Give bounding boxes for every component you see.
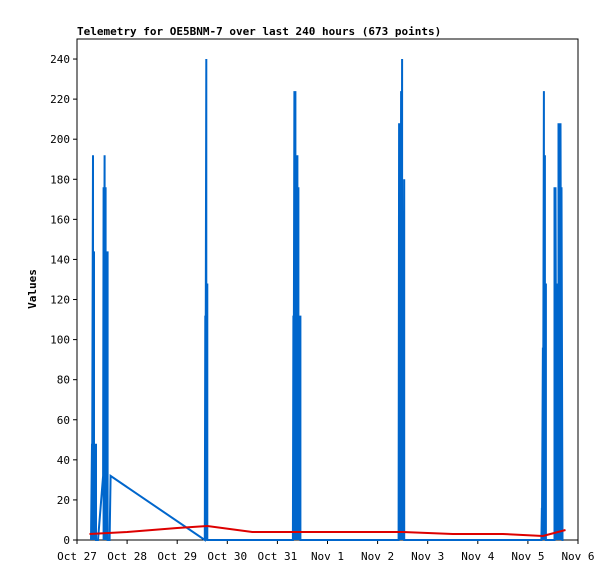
plot-area — [76, 38, 579, 541]
x-tick-label: Nov 2 — [361, 550, 394, 563]
y-tick-label: 200 — [50, 133, 70, 146]
x-tick-label: Oct 29 — [157, 550, 197, 563]
y-tick-label: 40 — [57, 454, 70, 467]
y-tick-label: 60 — [57, 414, 70, 427]
x-tick-label: Oct 28 — [107, 550, 147, 563]
x-tick-label: Nov 6 — [561, 550, 594, 563]
y-tick-label: 140 — [50, 253, 70, 266]
y-tick-label: 120 — [50, 294, 70, 307]
x-axis: Oct 27 Oct 28 Oct 29 Oct 30 Oct 31 Nov 1 Nov 2… — [57, 540, 595, 563]
y-axis: 0 20 40 60 80 100 120 140 160 180 200 220 240 — [50, 53, 77, 547]
chart-title: Telemetry for OE5BNM-7 over last 240 hou… — [77, 25, 441, 38]
y-tick-label: 220 — [50, 93, 70, 106]
x-tick-label: Oct 27 — [57, 550, 97, 563]
x-tick-label: Nov 5 — [511, 550, 544, 563]
series-line-1 — [89, 524, 566, 538]
x-tick-label: Nov 4 — [461, 550, 494, 563]
y-tick-label: 100 — [50, 334, 70, 347]
y-tick-label: 0 — [63, 534, 70, 547]
y-tick-label: 20 — [57, 494, 70, 507]
y-tick-label: 160 — [50, 213, 70, 226]
x-tick-label: Oct 30 — [207, 550, 247, 563]
series-line-0 — [90, 58, 564, 542]
x-tick-label: Nov 1 — [311, 550, 344, 563]
series-layer — [89, 58, 566, 542]
x-tick-label: Oct 31 — [258, 550, 298, 563]
y-tick-label: 80 — [57, 374, 70, 387]
y-axis-label: Values — [26, 269, 39, 309]
y-tick-label: 180 — [50, 173, 70, 186]
y-tick-label: 240 — [50, 53, 70, 66]
x-tick-label: Nov 3 — [411, 550, 444, 563]
